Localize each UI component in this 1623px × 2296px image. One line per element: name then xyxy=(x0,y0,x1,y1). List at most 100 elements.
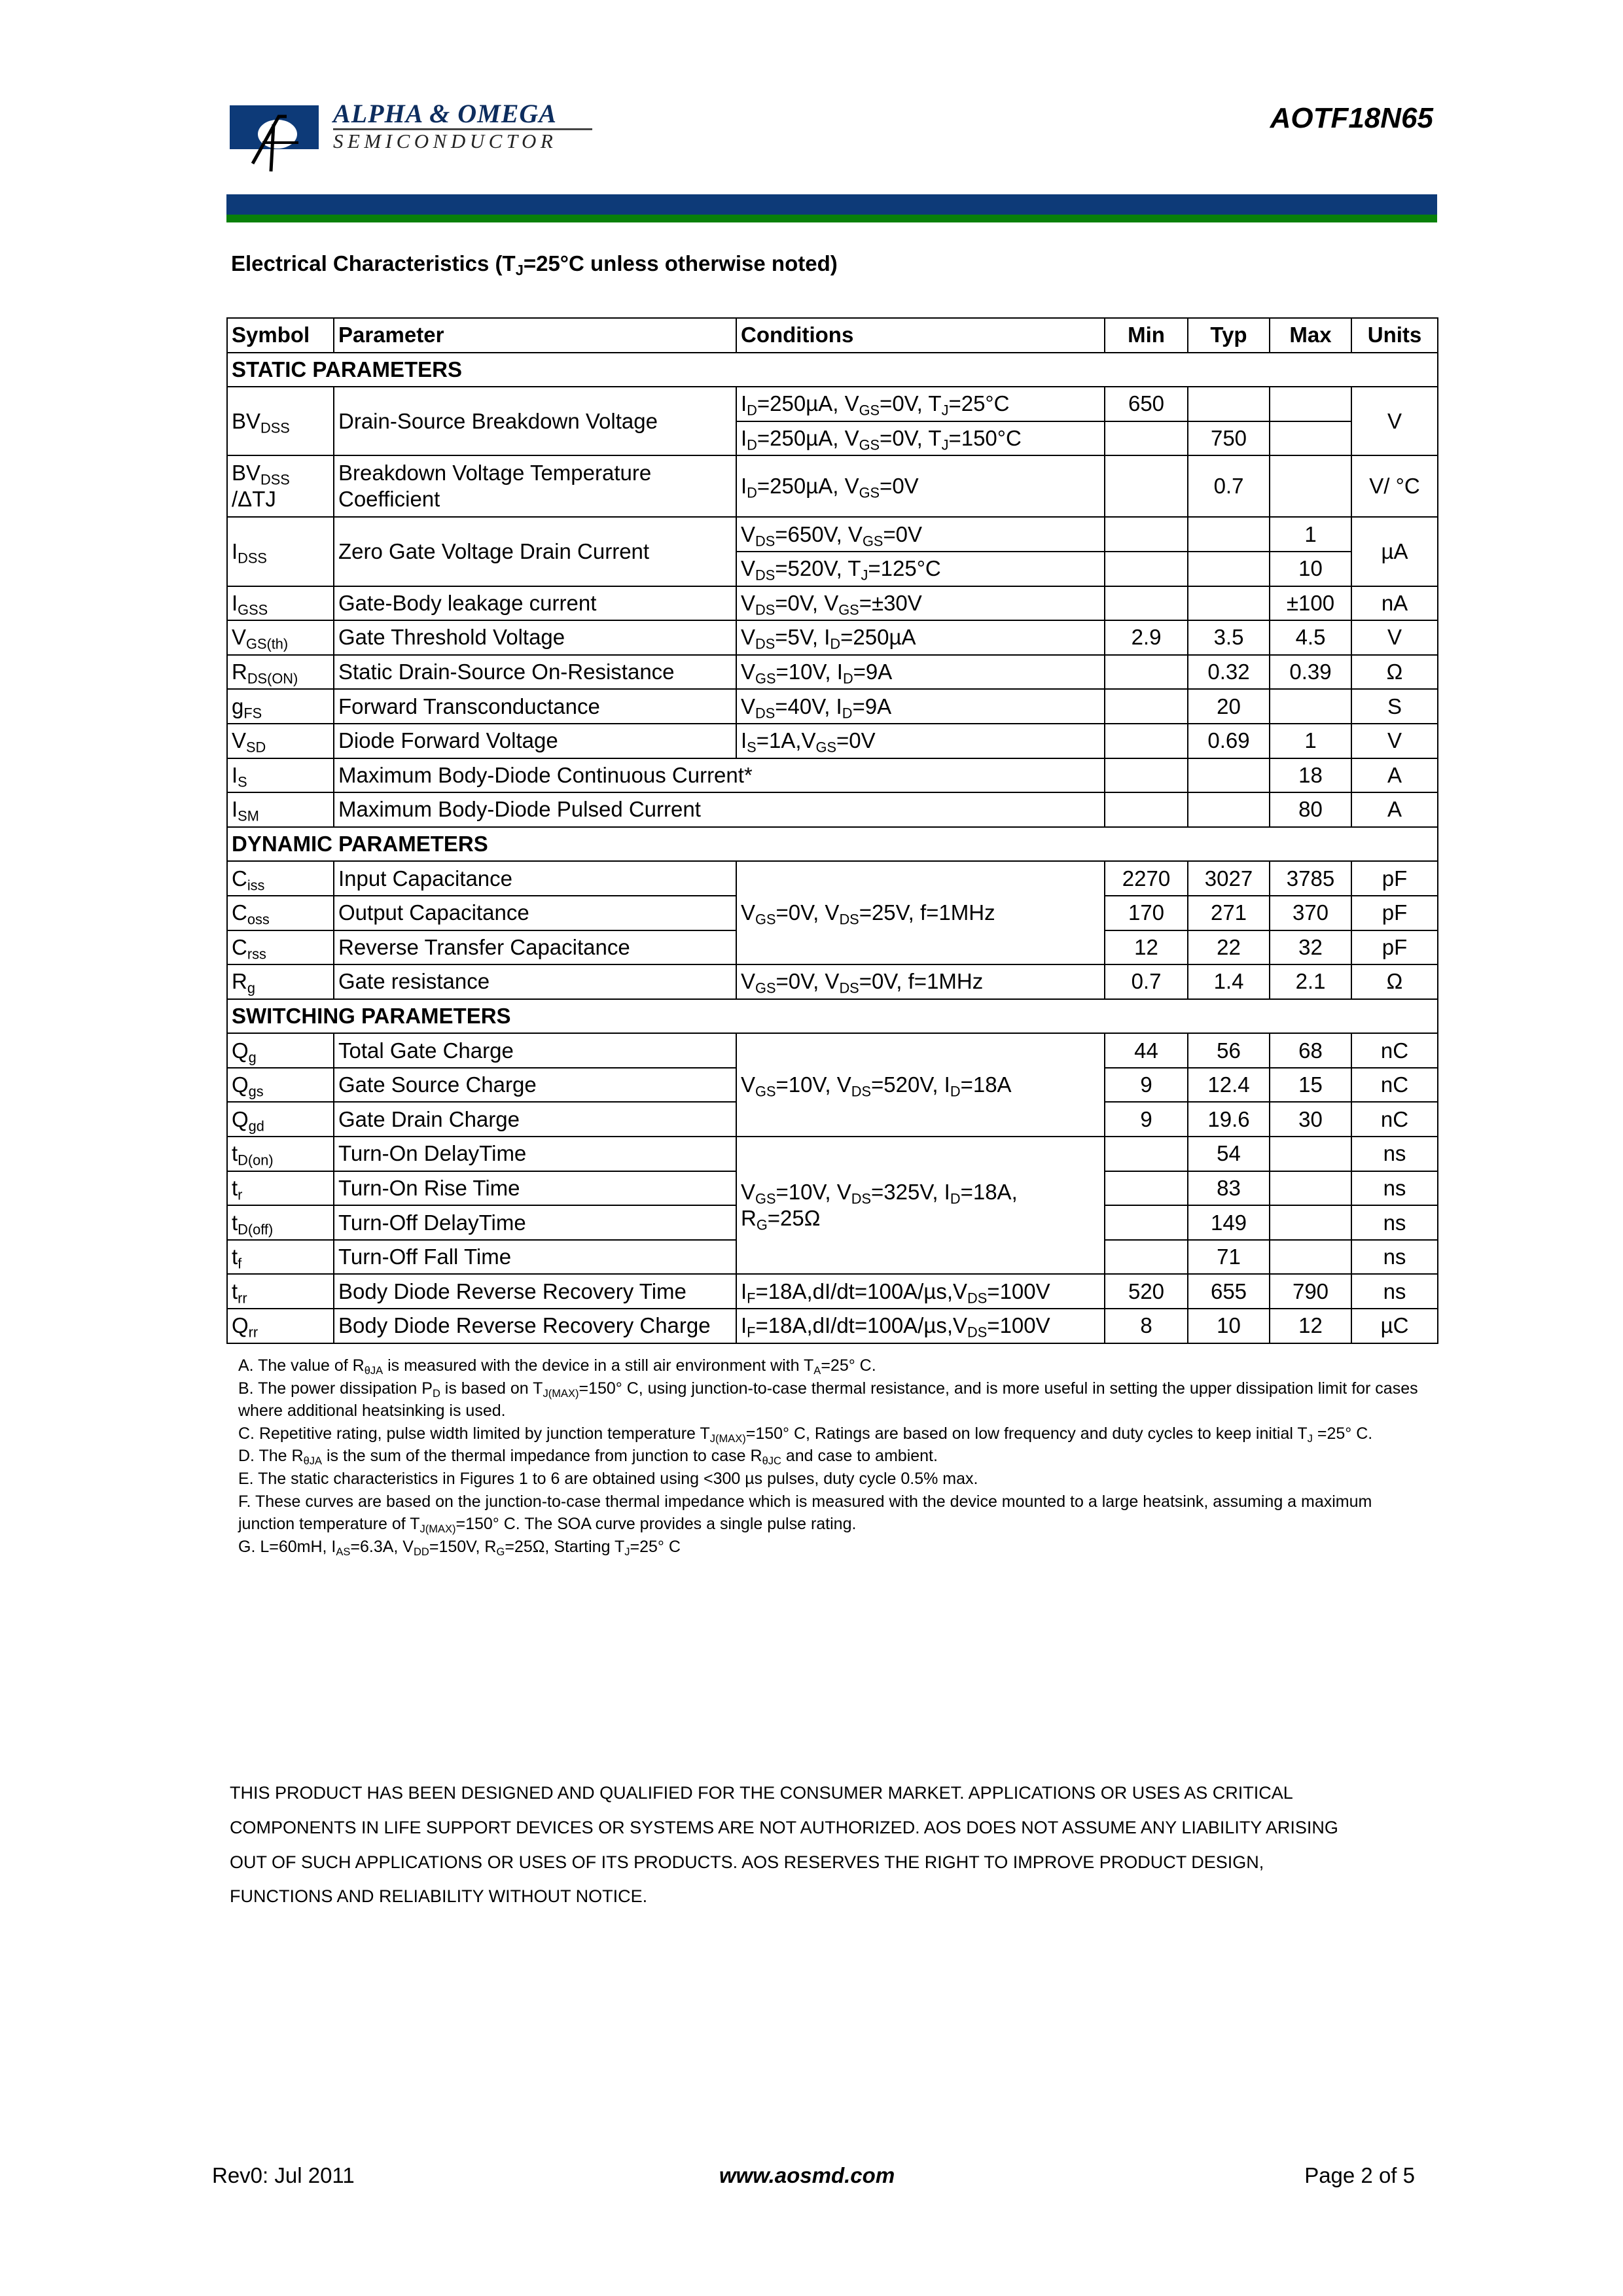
section-title: DYNAMIC PARAMETERS xyxy=(226,826,1438,862)
cell-parameter: Diode Forward Voltage xyxy=(333,722,737,759)
cell-min xyxy=(1104,1170,1188,1207)
table-row: Qg Total Gate Charge VGS=10V, VDS=520V, ID… xyxy=(226,1033,1438,1138)
cell-symbol: tr xyxy=(226,1170,334,1207)
cell-parameter: Turn-On Rise Time xyxy=(333,1170,737,1207)
cell-symbol: IS xyxy=(226,757,334,794)
cell-typ xyxy=(1187,516,1270,552)
cell-parameter: Gate Threshold Voltage xyxy=(333,620,737,656)
cell-units: pF xyxy=(1351,860,1438,896)
cell-min: 9 xyxy=(1104,1067,1188,1103)
cell-typ xyxy=(1187,757,1270,794)
cell-parameter: Gate-Body leakage current xyxy=(333,585,737,622)
cell-symbol: Qgs xyxy=(226,1067,334,1103)
cell-typ: 12.4 xyxy=(1187,1067,1270,1103)
cell-units: A xyxy=(1351,757,1438,794)
cell-parameter: Turn-Off Fall Time xyxy=(333,1239,737,1275)
cell-min xyxy=(1104,550,1188,587)
footnote: C. Repetitive rating, pulse width limite… xyxy=(238,1424,1373,1445)
cell-parameter: Gate Source Charge xyxy=(333,1067,737,1103)
cell-max: 12 xyxy=(1269,1308,1352,1344)
cell-units: pF xyxy=(1351,894,1438,931)
part-number: AOTF18N65 xyxy=(1270,102,1433,134)
cell-max: 370 xyxy=(1269,894,1352,931)
table-row: tD(on) Turn-On DelayTime VGS=10V, VDS=325V… xyxy=(226,1136,1438,1275)
cell-max: 0.39 xyxy=(1269,654,1352,690)
table-row: BVDSS/ΔTJ Breakdown Voltage Temperature C… xyxy=(226,455,1438,518)
cell-max: 18 xyxy=(1269,757,1352,794)
cell-typ: 1.4 xyxy=(1187,964,1270,1000)
cell-parameter: Turn-On DelayTime xyxy=(333,1136,737,1172)
cell-typ: 0.32 xyxy=(1187,654,1270,690)
cell-typ: 3.5 xyxy=(1187,620,1270,656)
cell-conditions: IF=18A,dI/dt=100A/µs,VDS=100V xyxy=(736,1308,1105,1344)
footer-url-link[interactable]: www.aosmd.com xyxy=(719,2163,895,2187)
cell-units: S xyxy=(1351,688,1438,724)
column-header-parameter: Parameter xyxy=(333,317,737,353)
table-row: trr Body Diode Reverse Recovery Time IF=18… xyxy=(226,1273,1438,1310)
cell-symbol: Rg xyxy=(226,964,334,1000)
cell-min: 170 xyxy=(1104,894,1188,931)
cell-max: 15 xyxy=(1269,1067,1352,1103)
cell-units: A xyxy=(1351,792,1438,828)
cell-conditions: VGS=10V, VDS=520V, ID=18A xyxy=(736,1033,1105,1138)
cell-parameter: Static Drain-Source On-Resistance xyxy=(333,654,737,690)
cell-max xyxy=(1269,1170,1352,1207)
cell-typ: 19.6 xyxy=(1187,1101,1270,1138)
cell-conditions: IS=1A,VGS=0V xyxy=(736,722,1105,759)
electrical-characteristics-table: Symbol Parameter Conditions Min Typ Max Units … xyxy=(226,317,1438,1344)
cell-symbol: RDS(ON) xyxy=(226,654,334,690)
cell-conditions: VGS=0V, VDS=0V, f=1MHz xyxy=(736,964,1105,1000)
cell-min: 650 xyxy=(1104,386,1188,422)
cell-conditions: ID=250µA, VGS=0V xyxy=(736,455,1105,518)
cell-parameter: Zero Gate Voltage Drain Current xyxy=(333,516,737,587)
cell-conditions: VDS=650V, VGS=0V xyxy=(736,516,1105,552)
cell-units: nC xyxy=(1351,1033,1438,1069)
cell-min xyxy=(1104,420,1188,457)
cell-conditions: VGS=10V, VDS=325V, ID=18A, RG=25Ω xyxy=(736,1136,1105,1275)
column-header-max: Max xyxy=(1269,317,1352,353)
cell-symbol: Crss xyxy=(226,929,334,966)
cell-typ: 3027 xyxy=(1187,860,1270,896)
cell-units: ns xyxy=(1351,1239,1438,1275)
header-band-green xyxy=(226,215,1437,222)
cell-parameter: Gate Drain Charge xyxy=(333,1101,737,1138)
cell-min xyxy=(1104,1239,1188,1275)
table-row: ISM Maximum Body-Diode Pulsed Current 80 A xyxy=(226,792,1438,828)
cell-max: 68 xyxy=(1269,1033,1352,1069)
cell-symbol: IDSS xyxy=(226,516,334,587)
footer-revision: Rev0: Jul 2011 xyxy=(212,2163,355,2187)
cell-parameter: Breakdown Voltage Temperature Coefficien… xyxy=(333,455,737,518)
cell-typ: 71 xyxy=(1187,1239,1270,1275)
cell-parameter: Maximum Body-Diode Continuous Current* xyxy=(333,757,1105,794)
cell-symbol: Qg xyxy=(226,1033,334,1069)
cell-parameter: Gate resistance xyxy=(333,964,737,1000)
cell-symbol: gFS xyxy=(226,688,334,724)
table-row: ID=250µA, VGS=0V, TJ=150°C 750 xyxy=(227,420,1438,457)
cell-parameter: Body Diode Reverse Recovery Charge xyxy=(333,1308,737,1344)
column-header-typ: Typ xyxy=(1187,317,1270,353)
table-row: BVDSS Drain-Source Breakdown Voltage ID=25… xyxy=(226,386,1438,457)
cell-min xyxy=(1104,757,1188,794)
table-row: VSD Diode Forward Voltage IS=1A,VGS=0V 0.69… xyxy=(226,722,1438,759)
cell-max: 32 xyxy=(1269,929,1352,966)
cell-min xyxy=(1104,688,1188,724)
alpha-omega-logo-icon xyxy=(251,115,298,172)
cell-max xyxy=(1269,1136,1352,1172)
cell-max xyxy=(1269,688,1352,724)
cell-symbol: IGSS xyxy=(226,585,334,622)
footnote: A. The value of RθJA is measured with th… xyxy=(238,1356,876,1377)
cell-typ: 0.69 xyxy=(1187,722,1270,759)
table-row: Coss Output Capacitance 170 271 370 pF xyxy=(226,894,1438,931)
column-header-min: Min xyxy=(1104,317,1188,353)
footer-page-number: Page 2 of 5 xyxy=(1304,2163,1415,2187)
cell-parameter: Output Capacitance xyxy=(333,894,737,931)
cell-min xyxy=(1104,1205,1188,1241)
cell-units: V xyxy=(1351,620,1438,656)
cell-max: 3785 xyxy=(1269,860,1352,896)
cell-typ xyxy=(1187,550,1270,587)
cell-parameter: Total Gate Charge xyxy=(333,1033,737,1069)
footnote: G. L=60mH, IAS=6.3A, VDD=150V, RG=25Ω, S… xyxy=(238,1537,681,1558)
cell-parameter: Body Diode Reverse Recovery Time xyxy=(333,1273,737,1310)
cell-min: 8 xyxy=(1104,1308,1188,1344)
disclaimer-line: OUT OF SUCH APPLICATIONS OR USES OF ITS … xyxy=(230,1852,1264,1872)
